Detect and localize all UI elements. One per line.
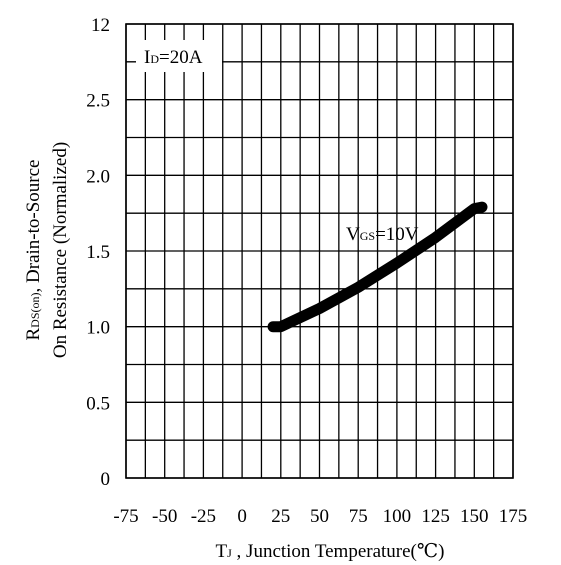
annotation-id-background: [136, 40, 222, 72]
y-tick-label: 1.0: [86, 318, 110, 339]
x-tick-label: 150: [460, 506, 489, 527]
annotation-vgs: VGS=10V: [346, 224, 419, 245]
x-tick-labels: -75 -50 -25 0 25 50 75 100 125 150 175: [113, 506, 527, 527]
plot-frame: [125, 23, 514, 479]
series-group: [267, 201, 488, 333]
y-tick-label: 2.5: [86, 91, 110, 112]
x-tick-label: 0: [237, 506, 247, 527]
x-tick-label: 50: [310, 506, 329, 527]
x-axis-label: TJ , Junction Temperature(℃): [216, 541, 445, 562]
grid: [125, 23, 514, 479]
y-axis-label-line2: On Resistance (Normalized): [50, 142, 71, 358]
y-tick-label: 0: [101, 469, 111, 490]
x-tick-label: 100: [383, 506, 412, 527]
y-tick-label: 1.5: [86, 242, 110, 263]
rdson-curve: [267, 201, 488, 333]
x-tick-label: -75: [113, 506, 138, 527]
x-tick-label: 75: [349, 506, 368, 527]
y-tick-label: 12: [91, 15, 110, 36]
y-tick-labels: 0 0.5 1.0 1.5 2.0 2.5 12: [86, 15, 110, 490]
y-tick-label: 0.5: [86, 393, 110, 414]
y-tick-label: 2.0: [86, 166, 110, 187]
x-tick-label: 25: [271, 506, 290, 527]
x-tick-label: 175: [499, 506, 528, 527]
x-tick-label: -50: [152, 506, 177, 527]
x-tick-label: 125: [421, 506, 450, 527]
x-tick-label: -25: [191, 506, 216, 527]
annotation-id: ID=20A: [144, 47, 203, 68]
y-axis-label-line1: RDS(on), Drain-to-Source: [23, 160, 44, 341]
